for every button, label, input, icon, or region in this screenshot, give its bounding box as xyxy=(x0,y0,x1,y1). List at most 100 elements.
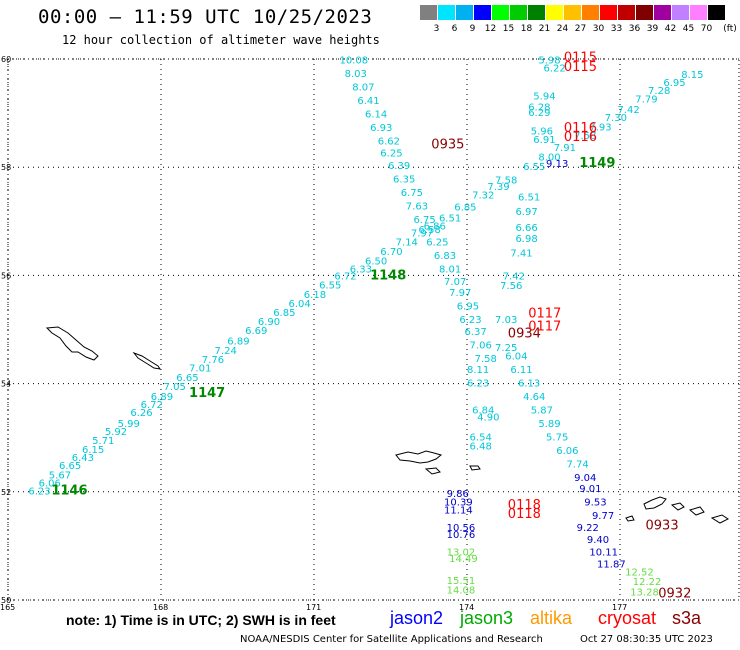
latitude-label: 58 xyxy=(1,163,11,172)
swh-value: 9.01 xyxy=(579,484,601,495)
swh-value: 10.76 xyxy=(447,530,476,541)
latitude-label: 60 xyxy=(1,55,11,64)
swh-value: 6.97 xyxy=(515,207,537,218)
island-attu xyxy=(395,450,443,464)
swh-value: 7.25 xyxy=(495,343,517,354)
swh-value: 5.99 xyxy=(118,419,140,430)
legend-tick: 70 xyxy=(700,24,713,34)
map-subtitle: 12 hour collection of altimeter wave hei… xyxy=(62,33,380,47)
swh-value: 6.48 xyxy=(470,442,492,453)
swh-value: 5.87 xyxy=(531,405,553,416)
sat-jason3: jason3 xyxy=(460,608,514,628)
swh-value: 7.14 xyxy=(396,238,418,249)
legend-swatch xyxy=(528,5,545,20)
swh-value: 7.30 xyxy=(605,113,627,124)
pass-time-label: 0118 xyxy=(508,498,541,513)
swh-value: 6.13 xyxy=(518,378,540,389)
swh-value: 7.97 xyxy=(411,228,433,239)
sat-s3a: s3a xyxy=(672,608,702,628)
sat-jason2: jason2 xyxy=(390,608,444,628)
swh-value: 6.37 xyxy=(464,327,486,338)
swh-value: 6.25 xyxy=(426,238,448,249)
credit-line: NOAA/NESDIS Center for Satellite Applica… xyxy=(240,634,543,645)
swh-value: 6.28 xyxy=(528,102,550,113)
island-rat3 xyxy=(710,514,729,524)
swh-value: 9.40 xyxy=(587,535,609,546)
swh-value: 6.91 xyxy=(533,135,555,146)
swh-value: 6.11 xyxy=(510,365,532,376)
swh-value: 5.89 xyxy=(538,419,560,430)
swh-value: 7.42 xyxy=(503,272,525,283)
swh-value: 6.39 xyxy=(388,161,410,172)
swh-value: 11.14 xyxy=(444,505,473,516)
swh-value: 7.58 xyxy=(495,175,517,186)
island-agattu xyxy=(424,467,441,475)
swh-value: 7.79 xyxy=(635,94,657,105)
island-kiska xyxy=(643,496,667,510)
swh-value: 6.22 xyxy=(544,63,566,74)
legend-unit: (ft) xyxy=(723,24,737,34)
latitude-label: 50 xyxy=(1,596,11,605)
swh-value: 6.85 xyxy=(273,308,295,319)
swh-value: 14.49 xyxy=(449,554,478,565)
time-labels: 1146 1147 1148 1149 0935 0934 0933 0932 01150115… xyxy=(51,51,691,602)
swh-value: 6.35 xyxy=(393,174,415,185)
swh-value: 6.90 xyxy=(258,317,280,328)
island-rat1 xyxy=(670,502,685,511)
legend-swatch xyxy=(546,5,563,20)
swh-value: 7.03 xyxy=(495,315,517,326)
swh-value: 7.58 xyxy=(574,131,596,142)
swh-value: 9.22 xyxy=(577,523,599,534)
landmasses xyxy=(45,326,729,524)
swh-value: 6.06 xyxy=(39,478,61,489)
swh-value: 8.15 xyxy=(681,70,703,81)
legend-swatch xyxy=(618,5,635,20)
swh-value: 7.93 xyxy=(589,122,611,133)
sat-altika: altika xyxy=(530,608,573,628)
legend-tick: 6 xyxy=(451,24,458,34)
generation-timestamp: Oct 27 08:30:35 UTC 2023 xyxy=(580,634,713,645)
map-frame xyxy=(7,58,740,601)
swh-value: 6.84 xyxy=(472,405,494,416)
swh-value: 10.11 xyxy=(589,548,618,559)
pass-time-label: 0932 xyxy=(658,586,691,601)
swh-value: 9.53 xyxy=(584,497,606,508)
graticule xyxy=(7,58,740,601)
pass-time-label: 1147 xyxy=(189,386,225,401)
pass-time-label: 0115 xyxy=(564,51,597,66)
swh-value: 6.29 xyxy=(528,108,550,119)
swh-value: 6.15 xyxy=(82,445,104,456)
pass-time-label: 0118 xyxy=(508,507,541,522)
swh-value: 6.65 xyxy=(59,461,81,472)
swh-value: 11.87 xyxy=(597,560,626,571)
swh-value: 6.55 xyxy=(319,280,341,291)
legend-swatch xyxy=(564,5,581,20)
legend-swatch xyxy=(456,5,473,20)
swh-value: 4.90 xyxy=(477,412,499,423)
swh-value: 7.76 xyxy=(202,355,224,366)
legend-tick: 30 xyxy=(592,24,605,34)
altimeter-tracks: 6.236.065.676.656.436.155.715.925.996.26… xyxy=(28,55,703,598)
swh-value: 12.52 xyxy=(625,568,654,579)
swh-value: 6.66 xyxy=(515,223,537,234)
sat-cryosat: cryosat xyxy=(598,608,657,628)
swh-value: 15.51 xyxy=(447,576,476,587)
island-rat2 xyxy=(688,506,705,516)
swh-value: 6.65 xyxy=(176,373,198,384)
swh-value: 5.75 xyxy=(546,432,568,443)
footnote: note: 1) Time is in UTC; 2) SWH is in fe… xyxy=(66,612,336,628)
latitude-label: 54 xyxy=(1,380,11,389)
legend-swatch xyxy=(492,5,509,20)
swh-value: 7.32 xyxy=(472,191,494,202)
pass-time-label: 0116 xyxy=(564,130,597,145)
pass-time-label: 0117 xyxy=(528,307,561,322)
longitude-label: 174 xyxy=(459,603,474,612)
swh-value: 7.39 xyxy=(487,182,509,193)
swh-value: 6.23 xyxy=(459,315,481,326)
legend-tick: 9 xyxy=(469,24,476,34)
swh-value: 6.54 xyxy=(470,432,492,443)
swh-value: 9.77 xyxy=(592,511,614,522)
island-semichi xyxy=(469,465,481,471)
swh-value: 10.56 xyxy=(447,523,476,534)
